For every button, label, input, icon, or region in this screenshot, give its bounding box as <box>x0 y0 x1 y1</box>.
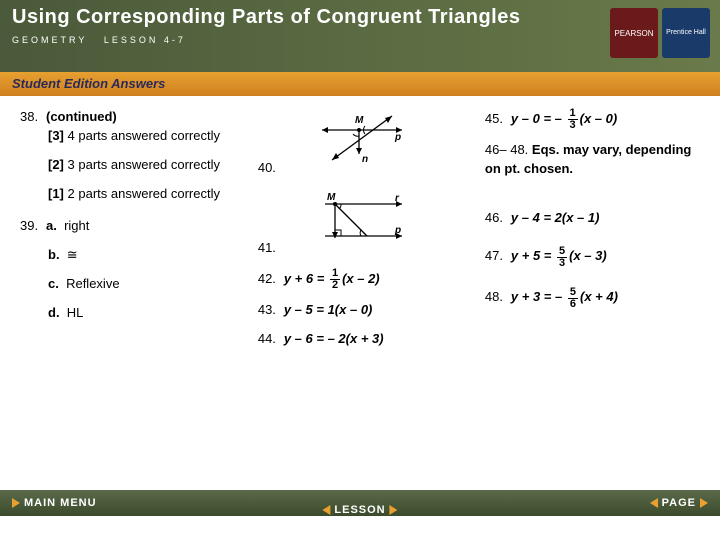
answer-47: 47.y + 5 = 53(x – 3) <box>485 246 700 269</box>
fig-label-p: p <box>394 132 401 143</box>
prentice-hall-logo: Prentice Hall <box>662 8 710 58</box>
part-label: a. <box>46 218 57 233</box>
answer-num: 45. <box>485 110 511 129</box>
part-label: b. <box>48 247 60 262</box>
answer-38: 38.(continued) [3] 4 parts answered corr… <box>20 108 246 146</box>
frac-d: 2 <box>330 280 340 291</box>
figure-41: M r p <box>317 190 407 246</box>
header: Using Corresponding Parts of Congruent T… <box>0 0 720 72</box>
answer-num: 43. <box>258 301 284 320</box>
rubric-text: 2 parts answered correctly <box>68 186 220 201</box>
frac-n: 5 <box>568 287 578 299</box>
part-label: c. <box>48 276 59 291</box>
answer-num: 48. <box>485 288 511 307</box>
eq-pre: y + 3 = – <box>511 289 566 304</box>
page-button[interactable]: PAGE <box>638 497 720 509</box>
header-sub: GEOMETRY LESSON 4-7 <box>12 35 708 45</box>
answer-text: (continued) <box>46 109 117 124</box>
triangle-left-icon <box>322 505 330 515</box>
frac-n: 1 <box>330 268 340 280</box>
answer-text: right <box>64 218 89 233</box>
answer-num: 41. <box>258 239 284 258</box>
answer-text: y – 4 = 2(x – 1) <box>511 210 600 225</box>
triangle-right-icon <box>700 498 708 508</box>
footer-bar: MAIN MENU LESSON PAGE <box>0 490 720 516</box>
answer-num: 42. <box>258 270 284 289</box>
eq-post: (x + 4) <box>580 289 618 304</box>
frac-n: 5 <box>557 246 567 258</box>
answer-text: Reflexive <box>66 276 119 291</box>
rubric-label: [3] <box>48 128 64 143</box>
fig-label-r: r <box>395 193 400 204</box>
answer-num: 47. <box>485 247 511 266</box>
rubric-label: [2] <box>48 157 64 172</box>
course-label: GEOMETRY <box>12 35 87 45</box>
answer-38-2: [2] 3 parts answered correctly <box>48 156 246 175</box>
frac-d: 3 <box>568 120 578 131</box>
page-title: Using Corresponding Parts of Congruent T… <box>12 6 708 29</box>
column-3: 45.y – 0 = – 13(x – 0) 46– 48. Eqs. may … <box>479 108 706 358</box>
answer-39b: b. ≅ <box>48 246 246 265</box>
answer-num: 46. <box>485 209 511 228</box>
frac-d: 3 <box>557 258 567 269</box>
answer-39d: d. HL <box>48 304 246 323</box>
part-label: d. <box>48 305 60 320</box>
main-menu-button[interactable]: MAIN MENU <box>0 497 109 509</box>
answer-42: 42.y + 6 = 12(x – 2) <box>258 268 473 291</box>
triangle-right-icon <box>12 498 20 508</box>
frac-d: 6 <box>568 299 578 310</box>
answer-num: 40. <box>258 159 284 178</box>
content: 38.(continued) [3] 4 parts answered corr… <box>0 96 720 370</box>
figure-40: M p n <box>317 110 407 166</box>
answer-38-3: [3] 4 parts answered correctly <box>48 127 246 146</box>
page-label: PAGE <box>662 497 696 509</box>
lesson-label: LESSON 4-7 <box>104 35 186 45</box>
column-2: 40. M p n 41. <box>252 108 479 358</box>
answer-46: 46.y – 4 = 2(x – 1) <box>485 209 700 228</box>
answer-text: y – 5 = 1(x – 0) <box>284 302 373 317</box>
lesson-button[interactable]: LESSON <box>310 504 409 516</box>
eq-post: (x – 2) <box>342 271 380 286</box>
fig-label-p: p <box>394 225 401 236</box>
answer-44: 44.y – 6 = – 2(x + 3) <box>258 330 473 349</box>
answer-39: 39.a. right <box>20 217 246 236</box>
footer: 4-7 MAIN MENU LESSON PAGE <box>0 490 720 540</box>
rubric-text: 3 parts answered correctly <box>68 157 220 172</box>
answer-48: 48.y + 3 = – 56(x + 4) <box>485 287 700 310</box>
answer-num: 44. <box>258 330 284 349</box>
eq-post: (x – 3) <box>569 248 607 263</box>
triangle-right-icon <box>390 505 398 515</box>
answer-num: 46– 48. <box>485 142 528 157</box>
fig-label-M: M <box>327 192 336 203</box>
answer-40: 40. M p n <box>258 108 473 178</box>
eq-pre: y + 5 = <box>511 248 555 263</box>
eq-pre: y + 6 = <box>284 271 328 286</box>
triangle-left-icon <box>650 498 658 508</box>
rubric-label: [1] <box>48 186 64 201</box>
rubric-text: 4 parts answered correctly <box>68 128 220 143</box>
answer-text: HL <box>67 305 84 320</box>
answer-43: 43.y – 5 = 1(x – 0) <box>258 301 473 320</box>
answer-46-48: 46– 48. Eqs. may vary, depending on pt. … <box>485 141 700 179</box>
answer-num: 38. <box>20 108 46 127</box>
eq-post: (x – 0) <box>580 111 618 126</box>
answer-num: 39. <box>20 217 46 236</box>
subheader: Student Edition Answers <box>0 72 720 96</box>
answer-38-1: [1] 2 parts answered correctly <box>48 185 246 204</box>
column-1: 38.(continued) [3] 4 parts answered corr… <box>14 108 252 358</box>
fig-label-n: n <box>362 154 368 165</box>
answer-text: y – 6 = – 2(x + 3) <box>284 331 384 346</box>
answer-39c: c. Reflexive <box>48 275 246 294</box>
subheader-label: Student Edition Answers <box>12 76 165 91</box>
eq-pre: y – 0 = – <box>511 111 566 126</box>
pearson-logo: PEARSON <box>610 8 658 58</box>
lesson-label: LESSON <box>334 504 385 516</box>
fig-label-M: M <box>355 115 364 126</box>
publisher-logo: PEARSON Prentice Hall <box>610 8 710 58</box>
answer-text: ≅ <box>67 247 78 262</box>
answer-41: 41. M r p <box>258 188 473 258</box>
main-menu-label: MAIN MENU <box>24 497 97 509</box>
answer-45: 45.y – 0 = – 13(x – 0) <box>485 108 700 131</box>
